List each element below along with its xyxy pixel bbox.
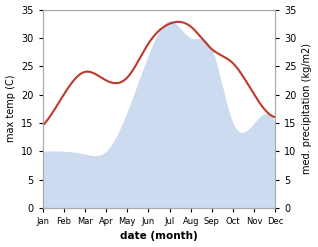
Y-axis label: med. precipitation (kg/m2): med. precipitation (kg/m2)	[302, 43, 313, 174]
Y-axis label: max temp (C): max temp (C)	[5, 75, 16, 143]
X-axis label: date (month): date (month)	[120, 231, 198, 242]
